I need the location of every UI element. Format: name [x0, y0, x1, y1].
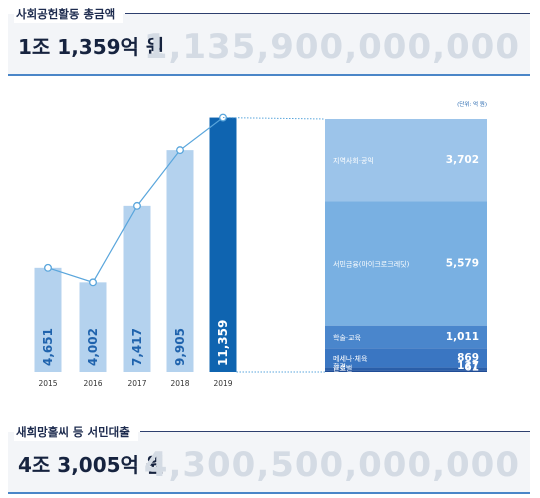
total-amount-panel: 사회공헌활동 총금액 1조 1,359억 원 1,135,900,000,000 — [8, 5, 530, 76]
segment-value-label: 1,011 — [446, 331, 479, 343]
segment-value-label: 5,579 — [446, 258, 479, 270]
segment-value-label: 869 — [457, 352, 479, 364]
segment-5 — [325, 370, 487, 372]
total-amount-number: 1,135,900,000,000 — [143, 27, 520, 67]
bar-value-label: 4,002 — [86, 328, 100, 366]
year-tick-label: 2019 — [213, 379, 232, 388]
bar-2015 — [34, 267, 62, 372]
segment-category-label: 환경 — [333, 362, 346, 371]
segment-2 — [325, 325, 487, 349]
year-tick-label: 2017 — [127, 379, 146, 388]
segment-category-label: 글로벌 — [333, 364, 352, 373]
category-breakdown-chart: 2019년 분야별 사회공헌활동 금액 (단위: 억 원) 지역사회·공익 3,702… — [222, 98, 487, 374]
segment-category-label: 지역사회·공익 — [333, 156, 374, 165]
segment-3 — [325, 348, 487, 368]
segment-category-label: 메세나·체육 — [333, 354, 368, 363]
trend-point — [133, 201, 141, 210]
segment-category-label: 서민금융(마이크로크레딧) — [333, 260, 410, 269]
bar-value-label: 11,359 — [216, 320, 230, 366]
year-tick-label: 2018 — [170, 379, 189, 388]
bar-2016 — [79, 282, 107, 372]
year-tick-label: 2016 — [83, 379, 102, 388]
bar-2018 — [166, 150, 194, 372]
segment-value-label: 3,702 — [446, 154, 479, 166]
loan-amount-number: 4,300,500,000,000 — [143, 445, 520, 485]
loan-amount-label: 새희망홀씨 등 서민대출 — [14, 423, 138, 441]
breakdown-unit: (단위: 억 원) — [457, 100, 487, 108]
loan-amount-header: 새희망홀씨 등 서민대출 — [8, 423, 530, 441]
trend-point — [44, 263, 52, 272]
header-divider — [125, 13, 530, 14]
trend-point — [89, 278, 97, 287]
bar-2017 — [123, 205, 151, 372]
bar-value-label: 7,417 — [130, 328, 144, 366]
segment-value-label: 61 — [464, 362, 479, 374]
yearly-bar-chart: 4,651 2015 4,002 2016 7,417 2017 9,905 2018 11,3… — [34, 113, 237, 388]
segment-0 — [325, 119, 487, 202]
loan-amount-panel: 새희망홀씨 등 서민대출 4조 3,005억 원 4,300,500,000,0… — [8, 423, 530, 494]
bar-value-label: 9,905 — [173, 328, 187, 366]
total-amount-korean: 1조 1,359억 원 — [18, 35, 165, 59]
bar-value-label: 4,651 — [41, 328, 55, 366]
guide-line-top — [222, 117, 326, 120]
segment-value-label: 137 — [457, 360, 479, 372]
trend-point — [219, 113, 227, 122]
header-divider — [140, 431, 530, 432]
bar-2019 — [209, 117, 237, 372]
year-tick-label: 2015 — [38, 379, 57, 388]
breakdown-title: 2019년 분야별 사회공헌활동 금액 — [327, 98, 446, 108]
loan-amount-korean: 4조 3,005억 원 — [18, 453, 165, 477]
total-amount-label: 사회공헌활동 총금액 — [14, 5, 124, 23]
trend-point — [176, 146, 184, 155]
segment-4 — [325, 367, 487, 371]
total-amount-header: 사회공헌활동 총금액 — [8, 5, 530, 23]
segment-1 — [325, 201, 487, 326]
segment-category-label: 학술·교육 — [333, 333, 362, 342]
